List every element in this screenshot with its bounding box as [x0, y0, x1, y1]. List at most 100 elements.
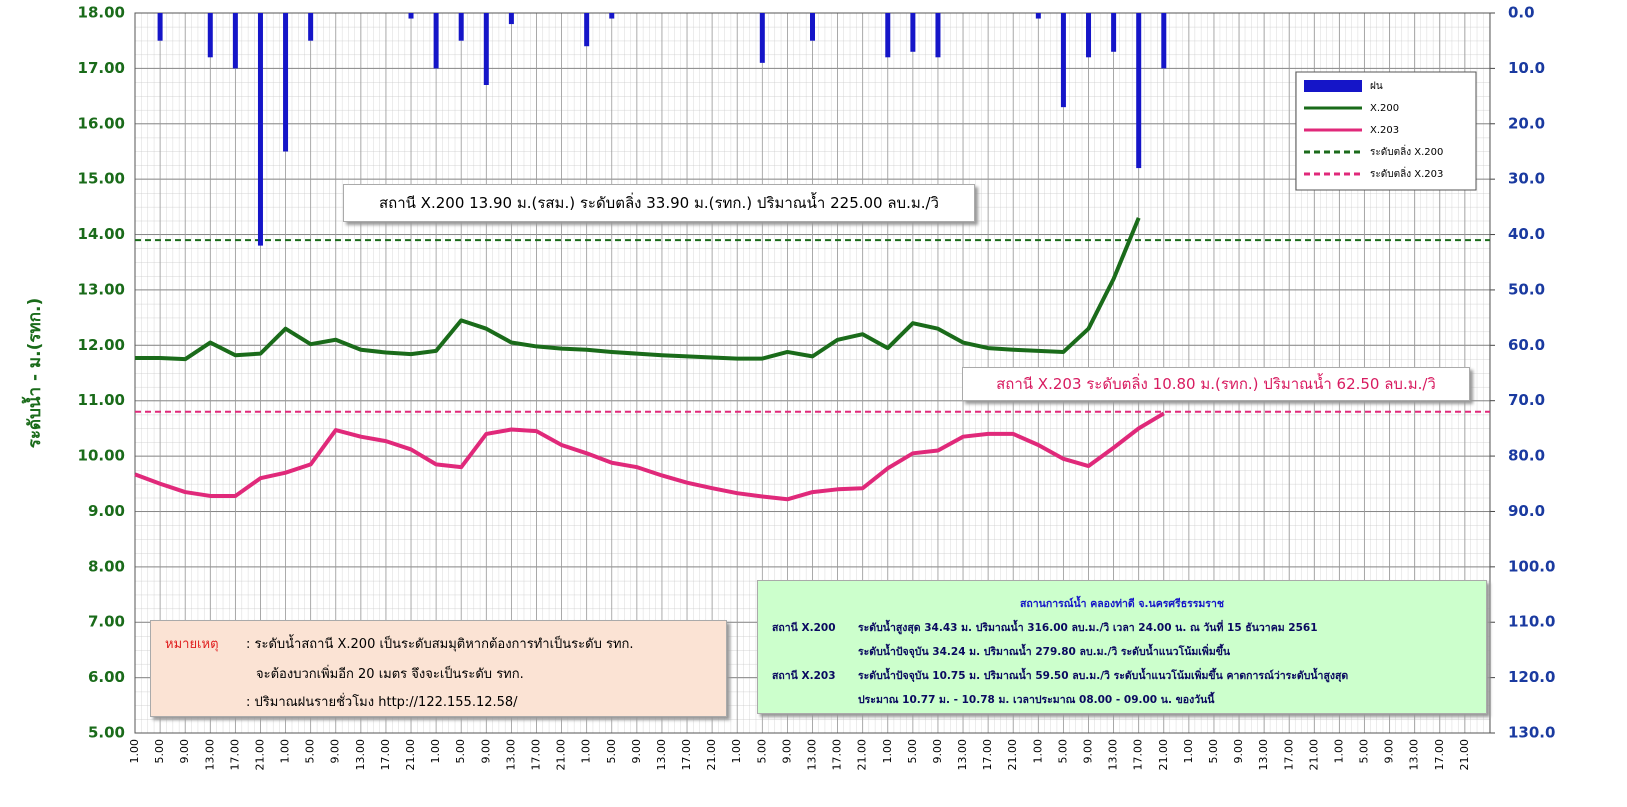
legend: ฝน X.200 X.203 ระดับตลิ่ง X.200 ระดับตลิ่ง X…: [1295, 71, 1477, 191]
x-tick-label: 1.00: [881, 739, 894, 764]
legend-label: ฝน: [1370, 81, 1383, 92]
rain-bar: [1161, 13, 1167, 69]
info-line: ระดับน้ำปัจจุบัน 10.75 ม. ปริมาณน้ำ 59.5…: [858, 670, 1349, 682]
x-tick-label: 9.00: [931, 739, 944, 764]
rain-bar: [1035, 13, 1041, 19]
line: [135, 217, 1141, 362]
y2-tick-label: 120.0: [1508, 668, 1555, 686]
y-tick-label: 10.00: [78, 447, 125, 465]
legend-swatch: [1304, 80, 1362, 92]
x-tick-label: 5.00: [454, 739, 467, 764]
y-tick-label: 17.00: [78, 59, 125, 77]
x-tick-label: 9.00: [479, 739, 492, 764]
y-tick-label: 12.00: [78, 336, 125, 354]
x-tick-label: 1.00: [730, 739, 743, 764]
x-tick-label: 13.00: [806, 739, 819, 771]
y-tick-label: 18.00: [78, 4, 125, 22]
line: [134, 411, 1165, 502]
rain-bar: [433, 13, 439, 69]
x-tick-label: 21.00: [1307, 739, 1320, 771]
legend-label: ระดับตลิ่ง X.200: [1370, 144, 1443, 158]
rain-bar: [508, 13, 514, 25]
y-tick-label: 6.00: [88, 668, 125, 686]
annotation: สถานี X.200 13.90 ม.(รสม.) ระดับตลิ่ง 33…: [343, 184, 975, 222]
note: หมายเหตุ : ระดับน้ำสถานี X.200 เป็นระดับ…: [150, 620, 727, 717]
x-tick-label: 17.00: [680, 739, 693, 771]
x-tick-label: 1.00: [429, 739, 442, 764]
rain-bar: [1111, 13, 1117, 52]
note-line: จะต้องบวกเพิ่มอีก 20 เมตร จึงจะเป็นระดับ…: [256, 667, 524, 682]
annotation: สถานี X.203 ระดับตลิ่ง 10.80 ม.(รทก.) ปร…: [962, 367, 1470, 401]
y-tick-label: 15.00: [78, 170, 125, 188]
rain-bar: [910, 13, 916, 52]
x-tick-label: 9.00: [630, 739, 643, 764]
rain-bar: [584, 13, 590, 47]
rain-bar: [232, 13, 238, 69]
rain-bar: [885, 13, 891, 58]
rain-bar: [283, 13, 289, 152]
y2-tick-label: 30.0: [1508, 170, 1545, 188]
x-tick-label: 5.00: [1358, 739, 1371, 764]
info-station: สถานี X.203: [772, 670, 836, 682]
x-tick-label: 17.00: [228, 739, 241, 771]
rain-bar: [408, 13, 414, 19]
rain-bar: [157, 13, 163, 41]
y-tick-label: 16.00: [78, 114, 125, 132]
rain-bar: [483, 13, 489, 85]
legend-label: ระดับตลิ่ง X.203: [1370, 166, 1443, 180]
y2-tick-label: 10.0: [1508, 59, 1545, 77]
rain-bar: [1060, 13, 1066, 108]
x-tick-label: 9.00: [1232, 739, 1245, 764]
x-tick-label: 21.00: [555, 739, 568, 771]
rain-bar: [935, 13, 941, 58]
x-tick-label: 9.00: [780, 739, 793, 764]
info-line: ประมาณ 10.77 ม. - 10.78 ม. เวลาประมาณ 08…: [858, 694, 1215, 706]
x-tick-label: 13.00: [655, 739, 668, 771]
x-tick-label: 13.00: [504, 739, 517, 771]
x-tick-label: 1.00: [1332, 739, 1345, 764]
y2-tick-label: 50.0: [1508, 280, 1545, 298]
x-tick-label: 1.00: [580, 739, 593, 764]
y-tick-label: 14.00: [78, 225, 125, 243]
x-tick-label: 9.00: [178, 739, 191, 764]
x-tick-label: 9.00: [1082, 739, 1095, 764]
y2-tick-label: 0.0: [1508, 4, 1535, 22]
rain-bar: [458, 13, 464, 41]
y2-tick-label: 100.0: [1508, 557, 1555, 575]
x-tick-label: 9.00: [329, 739, 342, 764]
x-tick-label: 13.00: [354, 739, 367, 771]
x-tick-label: 5.00: [304, 739, 317, 764]
y-tick-label: 11.00: [78, 391, 125, 409]
info-station: สถานี X.200: [772, 622, 836, 634]
x-tick-label: 9.00: [1383, 739, 1396, 764]
rain-bar: [1136, 13, 1142, 169]
rain-bar: [207, 13, 213, 58]
x-tick-label: 1.00: [128, 739, 141, 764]
info-title: สถานการณ์น้ำ คลองท่าดี จ.นครศรีธรรมราช: [1020, 598, 1224, 610]
note-line: : ระดับน้ำสถานี X.200 เป็นระดับสมมุติหาก…: [246, 637, 634, 652]
x-tick-label: 5.00: [1056, 739, 1069, 764]
note-line: : ปริมาณฝนรายชั่วโมง http://122.155.12.5…: [246, 695, 518, 710]
x-tick-label: 13.00: [1107, 739, 1120, 771]
x-tick-label: 1.00: [1031, 739, 1044, 764]
x-tick-label: 17.00: [831, 739, 844, 771]
y2-tick-label: 90.0: [1508, 502, 1545, 520]
legend-label: X.200: [1370, 103, 1399, 114]
rain-bar: [609, 13, 615, 19]
x-tick-label: 21.00: [705, 739, 718, 771]
y2-tick-label: 60.0: [1508, 336, 1545, 354]
x-tick-label: 21.00: [1006, 739, 1019, 771]
x-tick-label: 13.00: [956, 739, 969, 771]
y2-tick-label: 20.0: [1508, 114, 1545, 132]
y-tick-label: 8.00: [88, 557, 125, 575]
x-tick-label: 21.00: [253, 739, 266, 771]
info-line: ระดับน้ำปัจจุบัน 34.24 ม. ปริมาณน้ำ 279.…: [858, 646, 1231, 658]
note-title: หมายเหตุ: [165, 637, 219, 652]
x-tick-label: 17.00: [981, 739, 994, 771]
x-tick-label: 5.00: [906, 739, 919, 764]
info-line: ระดับน้ำสูงสุด 34.43 ม. ปริมาณน้ำ 316.00…: [858, 622, 1318, 634]
x-tick-label: 17.00: [529, 739, 542, 771]
x-tick-label: 21.00: [1157, 739, 1170, 771]
y2-tick-label: 110.0: [1508, 613, 1555, 631]
